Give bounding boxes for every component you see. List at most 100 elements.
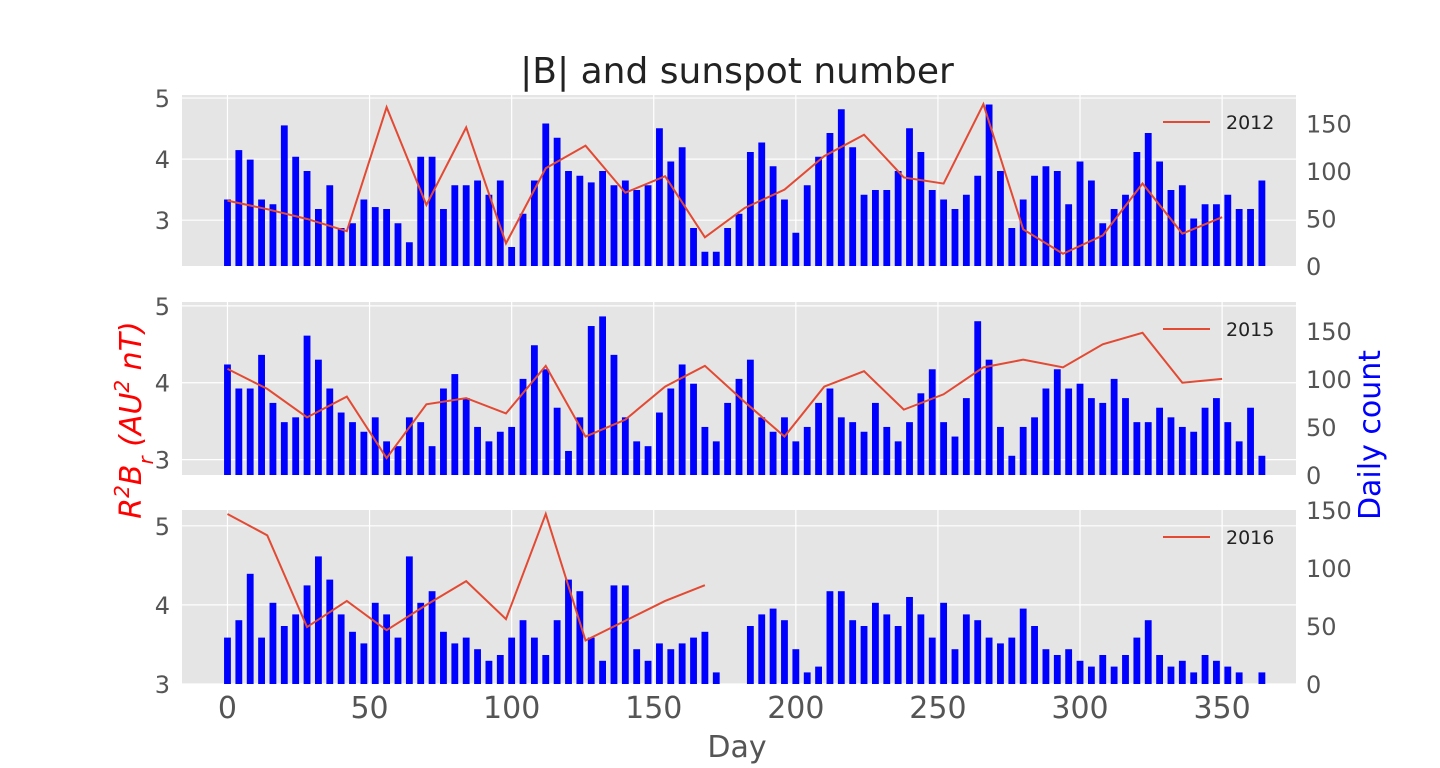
right-tick-label: 0 — [1306, 462, 1321, 490]
daily-count-bar — [792, 232, 800, 266]
daily-count-bar — [394, 446, 402, 475]
daily-count-bar — [530, 637, 538, 684]
daily-count-bar — [519, 213, 527, 266]
daily-count-bar — [1008, 228, 1016, 266]
daily-count-bar — [746, 359, 754, 475]
daily-count-bar — [1156, 161, 1164, 266]
daily-count-bar — [337, 228, 345, 266]
daily-count-bar — [917, 614, 925, 684]
daily-count-bar — [678, 147, 686, 266]
daily-count-bar — [553, 137, 561, 266]
daily-count-bar — [1065, 649, 1073, 684]
daily-count-bar — [405, 417, 413, 475]
daily-count-bar — [860, 626, 868, 684]
daily-count-bar — [1087, 398, 1095, 475]
x-tick-label: 0 — [218, 691, 237, 726]
daily-count-bar — [871, 402, 879, 475]
daily-count-bar — [962, 194, 970, 266]
daily-count-bar — [280, 626, 288, 684]
daily-count-bar — [1247, 407, 1254, 475]
daily-count-bar — [258, 637, 265, 684]
daily-count-bar — [940, 422, 948, 475]
daily-count-bar — [280, 422, 288, 475]
daily-count-bar — [860, 194, 868, 266]
daily-count-bar — [1156, 407, 1164, 475]
daily-count-bar — [440, 388, 447, 475]
daily-count-bar — [1019, 426, 1027, 475]
daily-count-bar — [701, 426, 709, 475]
daily-count-bar — [371, 207, 379, 266]
daily-count-bar — [917, 152, 925, 266]
daily-count-bar — [621, 585, 629, 684]
daily-count-bar — [1042, 388, 1050, 475]
daily-count-bar — [349, 223, 356, 266]
daily-count-bar — [849, 147, 857, 266]
daily-count-bar — [883, 190, 891, 266]
daily-count-bar — [610, 354, 618, 475]
daily-count-bar — [508, 637, 516, 684]
field-line-2016 — [226, 510, 706, 642]
daily-count-bar — [224, 637, 231, 684]
daily-count-bar — [417, 156, 425, 266]
right-tick-label: 100 — [1306, 555, 1352, 583]
left-tick-label: 4 — [155, 370, 170, 398]
daily-count-bar — [781, 620, 788, 684]
daily-count-bar — [576, 175, 584, 266]
daily-count-bar — [1167, 666, 1175, 684]
daily-count-bar — [474, 426, 481, 475]
daily-count-bar — [758, 417, 766, 475]
daily-count-bar — [701, 251, 709, 266]
daily-count-bar — [894, 626, 902, 684]
daily-count-bar — [769, 166, 777, 266]
daily-count-bar — [371, 417, 379, 475]
daily-count-bar — [496, 180, 504, 266]
plot-area — [182, 510, 1296, 684]
daily-count-bar — [906, 128, 913, 266]
daily-count-bar — [1213, 398, 1220, 475]
right-tick-label: 100 — [1306, 366, 1352, 394]
legend-label: 2016 — [1226, 527, 1274, 549]
daily-count-bar — [1076, 161, 1084, 266]
daily-count-bar — [633, 441, 641, 475]
daily-count-bar — [826, 591, 834, 684]
legend: 2015 — [1163, 319, 1274, 341]
daily-count-bar — [246, 388, 254, 475]
daily-count-bar — [621, 417, 629, 475]
x-tick-label: 100 — [483, 691, 540, 726]
daily-count-bar — [565, 171, 572, 266]
left-y-axis-label: R2Br (AU2 nT) — [110, 321, 158, 518]
daily-count-bar — [508, 426, 516, 475]
daily-count-bar — [1087, 180, 1095, 266]
daily-count-bar — [1031, 417, 1038, 475]
daily-count-bar — [451, 185, 459, 266]
daily-count-bar — [1144, 133, 1152, 266]
daily-count-bar — [235, 150, 243, 266]
daily-count-bar — [997, 171, 1004, 266]
daily-count-bar — [667, 388, 675, 475]
daily-count-bar — [633, 190, 641, 266]
daily-count-bar — [224, 364, 231, 475]
right-tick-label: 150 — [1306, 497, 1352, 525]
daily-count-bar — [1201, 407, 1209, 475]
daily-count-bar — [235, 388, 243, 475]
daily-count-bar — [1133, 422, 1141, 475]
daily-count-bar — [1076, 383, 1084, 475]
daily-count-bar — [837, 109, 845, 266]
daily-count-bar — [985, 637, 993, 684]
daily-count-bar — [440, 209, 447, 266]
daily-count-bar — [644, 660, 652, 684]
daily-count-bar — [940, 199, 948, 266]
daily-count-bar — [1247, 209, 1254, 266]
daily-count-bar — [360, 643, 368, 684]
daily-count-bar — [928, 637, 936, 684]
daily-count-bar — [1042, 649, 1050, 684]
daily-count-bar — [1042, 166, 1050, 266]
daily-count-bar — [758, 142, 766, 266]
daily-count-bar — [1178, 185, 1186, 266]
left-tick-label: 4 — [155, 146, 170, 174]
daily-count-bar — [258, 354, 265, 475]
daily-count-bar — [1053, 655, 1061, 684]
daily-count-bar — [1144, 620, 1152, 684]
